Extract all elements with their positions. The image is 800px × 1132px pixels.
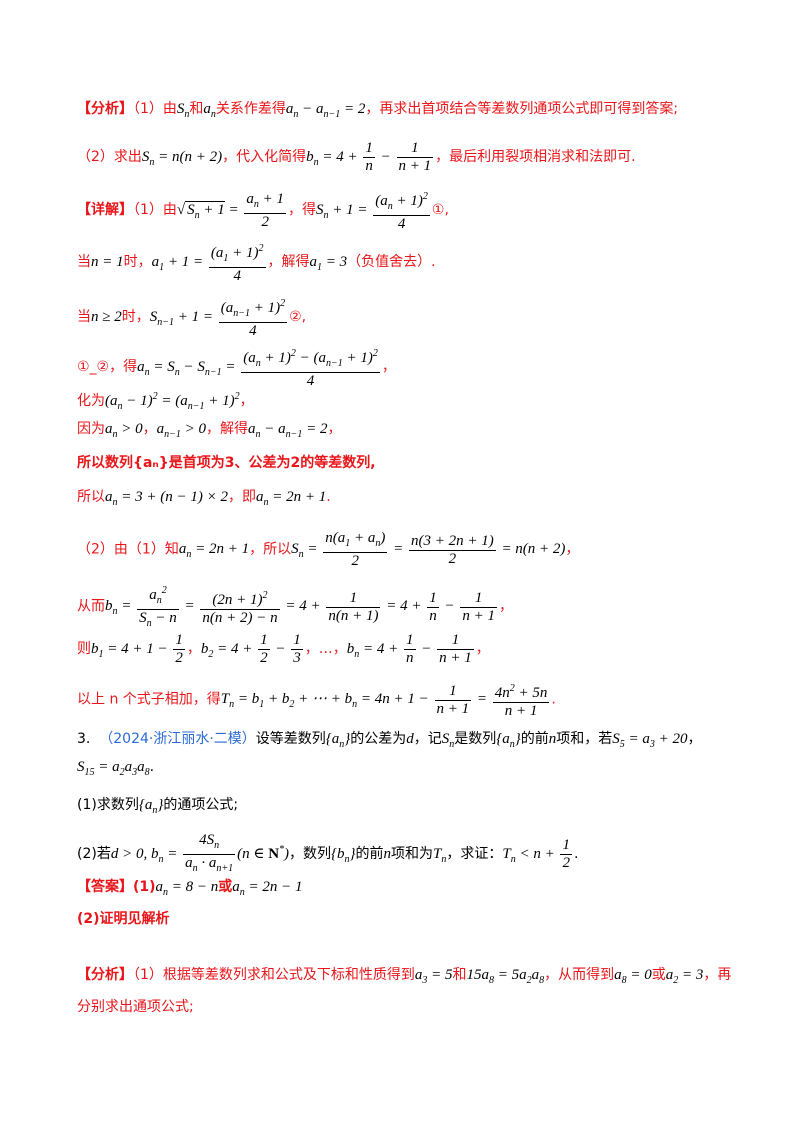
problem-3-stem: 3. （2024·浙江丽水·二模）设等差数列{an}的公差为d，记Sn是数列{a…: [77, 731, 702, 750]
math: an = 2n − 1: [232, 879, 303, 898]
math: an = 2n + 1: [178, 541, 250, 561]
math: n ≥ 2: [91, 308, 122, 325]
math: Sn: [176, 101, 190, 120]
math: {an}: [325, 731, 351, 750]
detail-line-5: 化为(an − 1)2 = (an−1 + 1)2，: [77, 391, 254, 412]
math: a2 = 3: [665, 967, 704, 986]
detail-line-6: 因为an > 0，an−1 > 0，解得an − an−1 = 2，: [77, 421, 342, 440]
math: an − an−1 = 2: [248, 421, 328, 440]
math: a1 + 1 = (a1 + 1)2 4: [152, 243, 268, 284]
detail-line-12: 以上 n 个式子相加，得Tn = b1 + b2 + ⋯ + bn = 4n +…: [77, 680, 760, 720]
math: Sn−1 + 1 = (an−1 + 1)2 4: [150, 298, 289, 339]
math: {an}: [496, 731, 521, 750]
detail-line-4: ①_②，得an = Sn − Sn−1 = (an + 1)2 − (an−1 …: [77, 345, 760, 390]
math: n: [548, 731, 557, 747]
math: Sn = n(n + 2): [141, 148, 223, 168]
math: an = 3 + (n − 1) × 2: [105, 489, 228, 508]
problem-source: （2024·浙江丽水·二模）: [99, 731, 256, 747]
analysis-tag: 【分析】: [77, 101, 133, 117]
math: a1 = 3: [309, 253, 348, 273]
math: S5 = a3 + 20: [612, 731, 688, 750]
math: 15a8 = 5a2a8: [466, 967, 545, 986]
detail-line-10: 从而bn = an2 Sn − n = (2n + 1)2 n(n + 2) − n…: [77, 582, 760, 632]
math: an: [203, 101, 216, 120]
math: Tn: [433, 845, 447, 865]
answer-line-2: (2)证明见解析: [77, 911, 170, 927]
math: bn = an2 Sn − n = (2n + 1)2 n(n + 2) − n =…: [105, 585, 499, 629]
detail-line-7: 所以数列{aₙ}是首项为3、公差为2的等差数列,: [77, 455, 376, 471]
math: (an − 1)2 = (an−1 + 1)2: [105, 391, 240, 412]
detail-line-3: 当n ≥ 2时，Sn−1 + 1 = (an−1 + 1)2 4 ②,: [77, 295, 760, 340]
math: an − an−1 = 2: [285, 101, 366, 120]
detail-line-2: 当n = 1时，a1 + 1 = (a1 + 1)2 4 ，解得a1 = 3（负值舍…: [77, 240, 760, 285]
question-2: (2)若d > 0, bn = 4Sn an · an+1 (n ∈ N*)，数列{…: [77, 832, 579, 874]
analysis-line-1: 【分析】（1）由Sn和an关系作差得an − an−1 = 2，再求出首项结合等…: [77, 101, 679, 120]
math: {bn}: [331, 845, 356, 865]
math: S15 = a2a3a8: [77, 759, 150, 778]
analysis-tag: 【分析】: [77, 967, 133, 983]
math: Sn: [441, 731, 455, 750]
math: a3 = 5: [414, 967, 453, 986]
math: Sn + 1 = (an + 1)2 4: [316, 191, 432, 232]
math: an = Sn − Sn−1 = (an + 1)2 − (an−1 + 1)2…: [137, 348, 382, 389]
math: an−1 > 0: [156, 421, 206, 440]
math: an = 8 − n: [155, 879, 219, 898]
math: d: [406, 731, 414, 747]
problem-3-stem-cont: S15 = a2a3a8.: [77, 759, 155, 778]
detail-tag: 【详解】: [77, 201, 133, 218]
detail-line-1: 【详解】（1）由√ Sn + 1 = an + 1 2 ，得Sn + 1 = (an …: [77, 188, 760, 233]
analysis-3-line-2: 分别求出通项公式;: [77, 999, 194, 1015]
detail-line-8: 所以an = 3 + (n − 1) × 2，即an = 2n + 1.: [77, 489, 331, 508]
math: a8 = 0: [614, 967, 652, 986]
answer-tag: 【答案】: [77, 879, 133, 895]
analysis-3-line-1: 【分析】（1）根据等差数列求和公式及下标和性质得到a3 = 5和15a8 = 5…: [77, 967, 732, 986]
detail-line-9: （2）由（1）知an = 2n + 1，所以Sn = n(a1 + an) 2 =…: [77, 530, 580, 569]
answer-line-1: 【答案】(1)an = 8 − n或an = 2n − 1: [77, 879, 303, 898]
math: n = 1: [91, 253, 124, 270]
math: Sn = n(a1 + an) 2 = n(3 + 2n + 1) 2 = n(n …: [291, 530, 566, 569]
math: {an}: [138, 797, 164, 816]
math: an = 2n + 1: [255, 489, 327, 508]
problem-number: 3.: [77, 731, 91, 747]
question-1: (1)求数列{an}的通项公式;: [77, 797, 239, 816]
math: n: [383, 845, 392, 862]
math: an > 0: [105, 421, 143, 440]
math: d > 0, bn = 4Sn an · an+1 (n ∈ N*): [110, 832, 290, 874]
